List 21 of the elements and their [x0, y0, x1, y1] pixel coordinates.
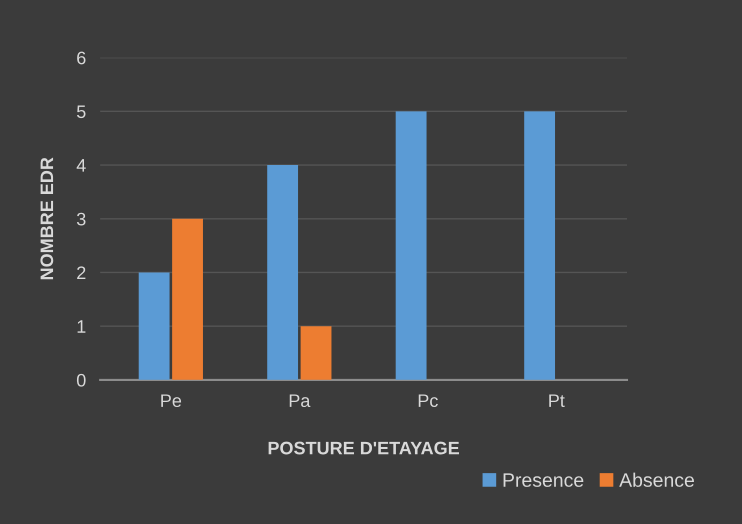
y-tick-label: 0: [76, 374, 86, 387]
x-tick-label: Pt: [549, 394, 565, 408]
x-tick-label: Pe: [161, 394, 182, 408]
y-tick-label: 2: [77, 266, 86, 280]
legend-label: Absence: [619, 472, 694, 487]
y-tick-label: 4: [76, 159, 86, 172]
bar: [396, 111, 427, 380]
y-tick-label: 1: [78, 320, 86, 333]
bar: [172, 218, 203, 380]
bar: [267, 165, 298, 380]
x-tick-label: Pc: [418, 394, 438, 408]
y-axis-title: NOMBRE EDR: [40, 157, 54, 280]
y-tick-label: 6: [77, 52, 86, 64]
legend-label: Presence: [504, 473, 584, 487]
y-tick-label: 3: [76, 212, 86, 226]
y-tick-label: 5: [76, 105, 86, 118]
bar: [524, 111, 556, 380]
x-axis-title: POSTURE D'ETAYAGE: [268, 442, 460, 454]
bar: [138, 272, 170, 380]
bar: [300, 326, 332, 380]
x-tick-label: Pa: [290, 394, 310, 408]
